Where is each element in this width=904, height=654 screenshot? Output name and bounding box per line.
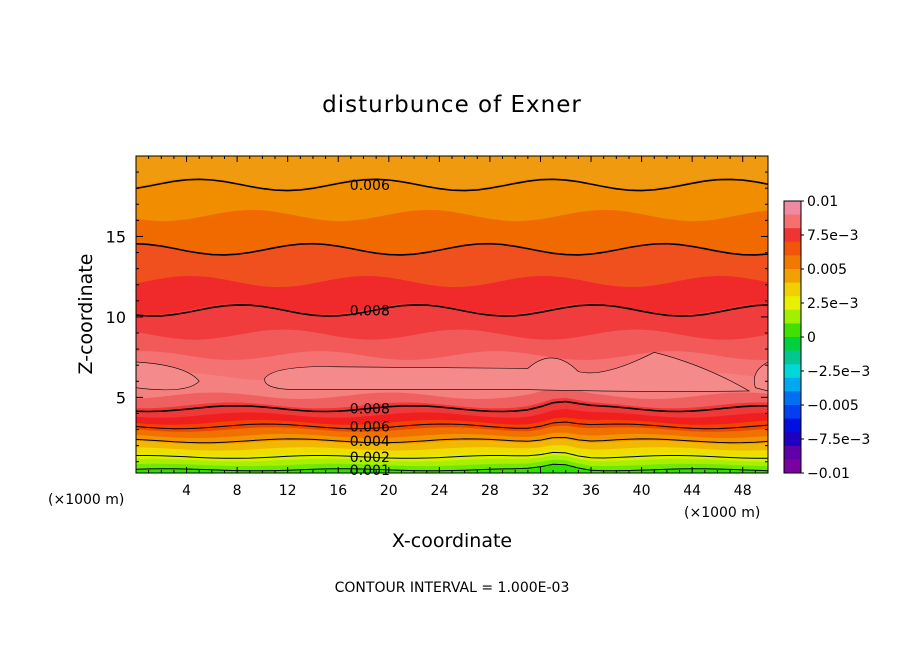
x-tick-label-3: 16: [329, 483, 347, 499]
colorbar-swatch-7: [784, 296, 801, 311]
contour-label-1: 0.008: [350, 303, 390, 319]
y-tick-label-2: 15: [106, 227, 126, 246]
colorbar-swatch-8: [784, 309, 801, 324]
x-tick-label-5: 24: [430, 483, 448, 499]
contour-label-2: 0.008: [350, 402, 390, 418]
colorbar-swatch-0: [784, 201, 801, 216]
colorbar-label-5: −2.5e−3: [807, 364, 870, 380]
x-tick-label-0: 4: [182, 483, 191, 499]
colorbar-label-7: −7.5e−3: [807, 432, 870, 448]
colorbar-label-1: 7.5e−3: [807, 228, 859, 244]
colorbar-swatch-1: [784, 214, 801, 229]
x-tick-label-2: 12: [279, 483, 297, 499]
y-tick-label-1: 10: [106, 308, 126, 327]
colorbar-label-3: 2.5e−3: [807, 296, 859, 312]
colorbar-swatch-14: [784, 391, 801, 406]
contour-line-6: [136, 451, 768, 459]
x-unit-left: (×1000 m): [48, 492, 124, 508]
colorbar-labels: 0.01 7.5e−3 0.005 2.5e−3 0 −2.5e−3 −0.005 −7.5e…: [801, 194, 870, 482]
colorbar: [783, 200, 802, 474]
x-axis-ticks: 4 8 12 16 20 24 28 32 36 40 44 48: [148, 156, 756, 499]
colorbar-swatch-10: [784, 337, 801, 352]
colorbar-swatch-9: [784, 323, 801, 338]
contour-line-0: [135, 178, 769, 192]
contour-interval-footer: CONTOUR INTERVAL = 1.000E-03: [335, 580, 570, 596]
contour-label-5: 0.002: [350, 450, 390, 466]
colorbar-swatch-3: [784, 241, 801, 256]
contour-island-right: [753, 361, 769, 392]
colorbar-label-6: −0.005: [807, 398, 859, 414]
colorbar-swatch-13: [784, 377, 801, 392]
x-tick-label-9: 40: [633, 483, 651, 499]
colorbar-swatch-5: [784, 269, 801, 284]
colorbar-swatch-4: [784, 255, 801, 270]
contour-line-5: [135, 436, 769, 444]
y-axis-ticks: 5 10 15: [106, 171, 768, 463]
colorbar-swatch-2: [784, 228, 801, 243]
contour-island-left: [135, 361, 200, 391]
contour-label-4: 0.004: [350, 434, 390, 450]
colorbar-swatch-12: [784, 364, 801, 379]
y-axis-label: Z-coordinate: [75, 254, 97, 375]
contour-label-3: 0.006: [350, 419, 390, 435]
colorbar-label-0: 0.01: [807, 194, 838, 210]
contour-label-0: 0.006: [350, 178, 390, 194]
colorbar-swatch-19: [784, 459, 801, 474]
colorbar-label-4: 0: [807, 330, 816, 346]
x-axis-label: X-coordinate: [392, 530, 512, 552]
x-tick-label-8: 36: [582, 483, 600, 499]
contour-line-1: [135, 242, 769, 256]
colorbar-swatch-17: [784, 432, 801, 447]
x-tick-label-11: 48: [734, 483, 752, 499]
colorbar-swatch-18: [784, 445, 801, 460]
contour-island-center: [264, 351, 751, 392]
colorbar-swatch-11: [784, 350, 801, 365]
chart-title: disturbunce of Exner: [322, 92, 582, 118]
x-tick-label-4: 20: [380, 483, 398, 499]
x-tick-label-1: 8: [233, 483, 242, 499]
colorbar-label-2: 0.005: [807, 262, 847, 278]
colorbar-swatch-16: [784, 418, 801, 433]
contour-line-3: [135, 400, 769, 413]
contour-label-6: 0.001: [350, 463, 390, 479]
contour-line-2: [135, 304, 769, 317]
x-unit-right: (×1000 m): [684, 505, 760, 521]
contour-line-4: [135, 421, 769, 430]
x-tick-label-7: 32: [532, 483, 550, 499]
y-tick-label-0: 5: [116, 388, 126, 407]
colorbar-swatch-15: [784, 405, 801, 420]
x-tick-label-6: 28: [481, 483, 499, 499]
x-tick-label-10: 44: [683, 483, 701, 499]
colorbar-swatch-6: [784, 282, 801, 297]
colorbar-label-8: −0.01: [807, 466, 850, 482]
